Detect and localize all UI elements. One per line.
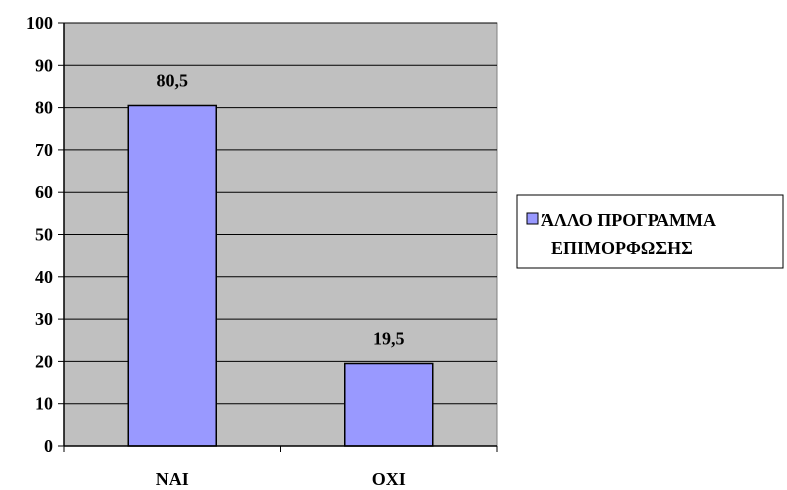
x-tick-label: ΝΑΙ (156, 469, 189, 489)
y-tick-label: 70 (35, 140, 53, 160)
legend-swatch (526, 212, 539, 225)
y-tick-label: 30 (35, 309, 53, 329)
bar (344, 362, 434, 447)
y-tick-label: 40 (35, 267, 53, 287)
y-tick-label: 50 (35, 225, 53, 245)
y-tick-label: 60 (35, 182, 53, 202)
y-tick-label: 100 (26, 13, 53, 33)
x-tick-label: ΟΧΙ (372, 469, 406, 489)
y-tick-label: 90 (35, 55, 53, 75)
y-tick-label: 80 (35, 98, 53, 118)
data-label: 80,5 (157, 70, 189, 90)
y-tick-label: 20 (35, 351, 53, 371)
legend-label-line-1: ΆΛΛΟ ΠΡΟΓΡΑΜΜΑ (541, 210, 716, 230)
y-tick-label: 0 (44, 436, 53, 456)
legend-label-line-2: ΕΠΙΜΟΡΦΩΣΗΣ (551, 238, 693, 258)
y-tick-label: 10 (35, 394, 53, 414)
data-label: 19,5 (373, 329, 405, 349)
x-ticks: ΝΑΙ ΟΧΙ (63, 446, 498, 489)
legend: ΆΛΛΟ ΠΡΟΓΡΑΜΜΑ ΕΠΙΜΟΡΦΩΣΗΣ (516, 194, 784, 269)
legend-box (516, 194, 784, 269)
bar (127, 104, 217, 447)
data-labels: 80,5 19,5 (157, 70, 405, 348)
y-ticks: 0 10 20 30 40 50 60 70 80 90 100 (26, 13, 64, 456)
